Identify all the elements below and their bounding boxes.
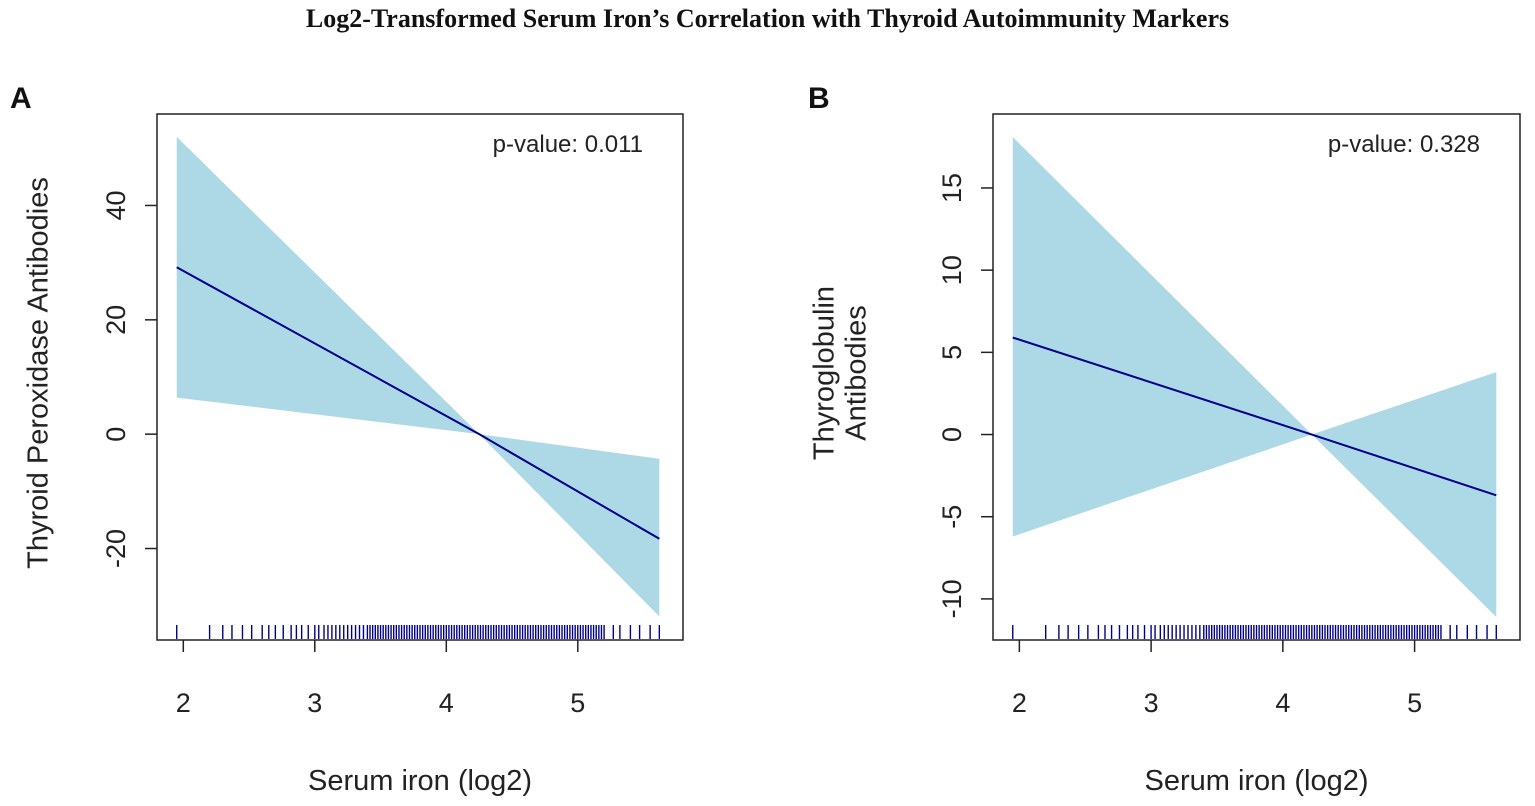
panel-b-y-tick-label: 10	[937, 255, 967, 285]
panel-a-x-tick-label: 2	[176, 688, 191, 718]
panel-b-y-tick-label: -5	[937, 505, 967, 529]
figure-title: Log2-Transformed Serum Iron’s Correlatio…	[305, 4, 1230, 33]
panel-a-x-tick-label: 5	[570, 688, 585, 718]
panel-a-y-tick-label: 0	[101, 427, 131, 442]
panel-b-x-tick-label: 3	[1144, 688, 1159, 718]
panel-a-fit-line	[176, 266, 660, 540]
panel-b-y-axis-label: Thyroglobulin	[809, 286, 841, 460]
panel-b-y-axis-label: Antibodies	[841, 305, 873, 440]
panel-b-y-tick-label: 5	[937, 345, 967, 360]
panel-a-confidence-band	[176, 136, 660, 617]
panel-b-label: B	[808, 82, 830, 115]
panel-b-x-axis-label: Serum iron (log2)	[1144, 765, 1368, 797]
panel-a-x-tick-label: 4	[439, 688, 454, 718]
panel-b-y-tick-label: -10	[937, 579, 967, 618]
panel-a-y-tick-label: 40	[101, 190, 131, 220]
panel-b-x-tick-label: 5	[1407, 688, 1422, 718]
panel-b-plot-frame	[992, 113, 1521, 641]
panel-a-y-axis-label: Thyroid Peroxidase Antibodies	[23, 177, 55, 569]
panel-a-x-tick-label: 3	[307, 688, 322, 718]
panel-b-x-tick-label: 4	[1275, 688, 1290, 718]
panel-a-p-value: p-value: 0.011	[493, 131, 643, 158]
panel-b-p-value: p-value: 0.328	[1328, 131, 1480, 158]
panel-b-x-tick-label: 2	[1012, 688, 1027, 718]
panel-a-plot-frame	[156, 113, 684, 641]
panel-a-y-tick-label: 20	[101, 305, 131, 335]
panel-b-y-tick-label: 15	[937, 173, 967, 203]
panel-a-x-axis-label: Serum iron (log2)	[308, 765, 532, 797]
panel-b-confidence-band	[1012, 137, 1497, 617]
panel-a-y-tick-label: -20	[101, 529, 131, 568]
panel-a-label: A	[10, 82, 32, 115]
panel-b-fit-line	[1012, 336, 1497, 497]
panel-b-y-tick-label: 0	[937, 427, 967, 442]
